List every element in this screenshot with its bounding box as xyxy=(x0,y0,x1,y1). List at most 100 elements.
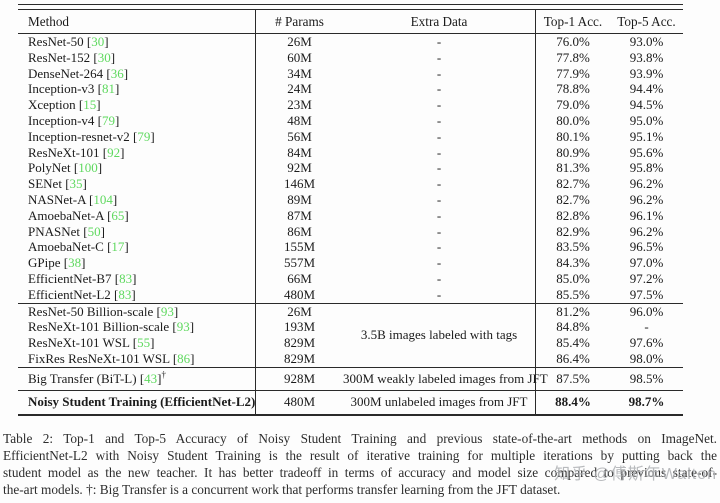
cell-top5-acc: 95.0% xyxy=(629,112,664,128)
citation-number: 86 xyxy=(177,350,191,366)
cell-top1-acc: 84.3% xyxy=(535,255,610,271)
cell-method: ResNeXt-101 WSL [55] xyxy=(28,335,155,351)
citation-number: 92 xyxy=(107,144,121,160)
citation-number: 38 xyxy=(68,255,82,271)
cell-params: 87M xyxy=(255,207,343,224)
cell-extra-data: 300M unlabeled images from JFT xyxy=(350,394,528,410)
cell-params: 34M xyxy=(255,65,343,82)
cell-method: ResNeXt-101 [92] xyxy=(28,144,125,160)
cell-params: 146M xyxy=(255,176,343,192)
col-header-top1: Top-1 Acc. xyxy=(535,10,610,33)
cell-method: PNASNet [50] xyxy=(28,223,105,239)
cell-method: EfficientNet-B7 [83] xyxy=(28,270,137,286)
citation-number: 65 xyxy=(111,207,125,223)
cell-top5-acc: 96.5% xyxy=(629,239,664,255)
cell-method: FixRes ResNeXt-101 WSL [86] xyxy=(28,350,195,366)
cell-extra-data: - xyxy=(436,255,442,271)
cell-top1-acc: 80.1% xyxy=(535,128,610,145)
cell-extra-data: - xyxy=(436,191,442,207)
cell-top5-acc: 98.7% xyxy=(628,394,665,410)
cell-params: 86M xyxy=(255,223,343,240)
cell-extra-data: - xyxy=(436,112,442,128)
citation-number: 55 xyxy=(137,335,151,351)
cell-method: NASNet-A [104] xyxy=(28,191,118,207)
table-block-prior-sota-supervised: ResNet-50 [30] 26M - 76.0% 93.0% ResNet-152 [… xyxy=(18,34,683,303)
cell-top1-acc: 85.4% xyxy=(535,335,610,351)
cell-top1-acc: 88.4% xyxy=(535,391,610,414)
cell-top5-acc: 95.1% xyxy=(629,128,664,144)
cell-extra-data: - xyxy=(436,160,442,176)
col-header-params: # Params xyxy=(255,10,343,33)
cell-top1-acc: 76.0% xyxy=(535,34,610,50)
cell-params: 928M xyxy=(255,367,343,391)
cell-top5-acc: 96.1% xyxy=(629,207,664,223)
cell-top1-acc: 86.4% xyxy=(535,350,610,367)
cell-top5-acc: 97.2% xyxy=(629,270,664,286)
cell-top5-acc: 98.0% xyxy=(629,350,664,366)
cell-params: 66M xyxy=(255,270,343,287)
cell-extra-data: - xyxy=(436,65,442,81)
citation-number: 79 xyxy=(137,128,151,144)
cell-top5-acc: 95.6% xyxy=(629,144,664,160)
cell-extra-data: - xyxy=(436,270,442,286)
cell-params: 84M xyxy=(255,144,343,161)
cell-params: 557M xyxy=(255,255,343,271)
citation-number: 30 xyxy=(97,49,111,65)
col-header-top5: Top-5 Acc. xyxy=(617,14,676,29)
citation-number: 50 xyxy=(87,223,101,239)
cell-top1-acc: 77.9% xyxy=(535,65,610,82)
cell-top1-acc: 82.8% xyxy=(535,207,610,224)
cell-top1-acc: 80.0% xyxy=(535,112,610,129)
citation-number: 104 xyxy=(93,191,113,207)
caption-line-3: student model as the new teacher. It has… xyxy=(3,464,717,480)
dagger-mark: † xyxy=(161,369,167,380)
table-top-rule xyxy=(18,4,683,9)
cell-method: GPipe [38] xyxy=(28,255,86,271)
cell-extra-data-shared: 3.5B images labeled with tags xyxy=(360,327,518,343)
cell-top5-acc: 94.4% xyxy=(629,81,664,97)
cell-top1-acc: 84.8% xyxy=(535,319,610,336)
cell-extra-data: - xyxy=(436,144,442,160)
cell-method: EfficientNet-L2 [83] xyxy=(28,286,136,302)
citation-number: 83 xyxy=(118,286,132,302)
caption-line-2: EfficientNet-L2 with Noisy Student Train… xyxy=(3,447,717,463)
cell-method: PolyNet [100] xyxy=(28,160,103,176)
cell-top5-acc: 97.0% xyxy=(629,255,664,271)
cell-params: 829M xyxy=(255,350,343,367)
cell-method: SENet [35] xyxy=(28,176,87,192)
cell-params: 60M xyxy=(255,49,343,66)
cell-method: Noisy Student Training (EfficientNet-L2) xyxy=(28,394,256,410)
cell-top5-acc: 93.9% xyxy=(629,65,664,81)
cell-top5-acc: 96.2% xyxy=(629,176,664,192)
cell-top5-acc: 94.5% xyxy=(629,97,664,113)
cell-params: 24M xyxy=(255,81,343,98)
cell-params: 193M xyxy=(255,319,343,336)
cell-top1-acc: 82.7% xyxy=(535,176,610,192)
results-table: Method # Params Extra Data Top-1 Acc. To… xyxy=(18,4,683,416)
cell-top1-acc: 78.8% xyxy=(535,81,610,98)
cell-params: 48M xyxy=(255,112,343,129)
cell-extra-data: - xyxy=(436,34,442,49)
cell-extra-data: - xyxy=(436,97,442,113)
table-block-billion-scale-weakly-supervised: ResNet-50 Billion-scale [93] 26M 81.2% 96.0… xyxy=(18,302,683,367)
citation-number: 93 xyxy=(160,303,174,319)
table-header-row: Method # Params Extra Data Top-1 Acc. To… xyxy=(18,9,683,34)
caption-line-4: the-art models. †: Big Transfer is a con… xyxy=(3,481,561,497)
cell-top5-acc: 93.8% xyxy=(629,49,664,65)
citation-number: 43 xyxy=(144,370,158,386)
cell-method: Inception-v4 [79] xyxy=(28,112,120,128)
cell-method: Inception-v3 [81] xyxy=(28,81,120,97)
col-header-method: Method xyxy=(28,14,70,29)
cell-top5-acc: 93.0% xyxy=(629,34,664,49)
cell-top1-acc: 82.9% xyxy=(535,223,610,240)
cell-extra-data: - xyxy=(436,81,442,97)
cell-params: 480M xyxy=(255,391,343,414)
cell-top5-acc: 95.8% xyxy=(629,160,664,176)
cell-top5-acc: - xyxy=(644,319,649,335)
cell-top5-acc: 96.2% xyxy=(629,191,664,207)
cell-extra-data: - xyxy=(436,176,442,192)
cell-top1-acc: 87.5% xyxy=(535,367,610,391)
citation-number: 100 xyxy=(78,160,98,176)
cell-extra-data: 300M weakly labeled images from JFT xyxy=(343,370,548,386)
